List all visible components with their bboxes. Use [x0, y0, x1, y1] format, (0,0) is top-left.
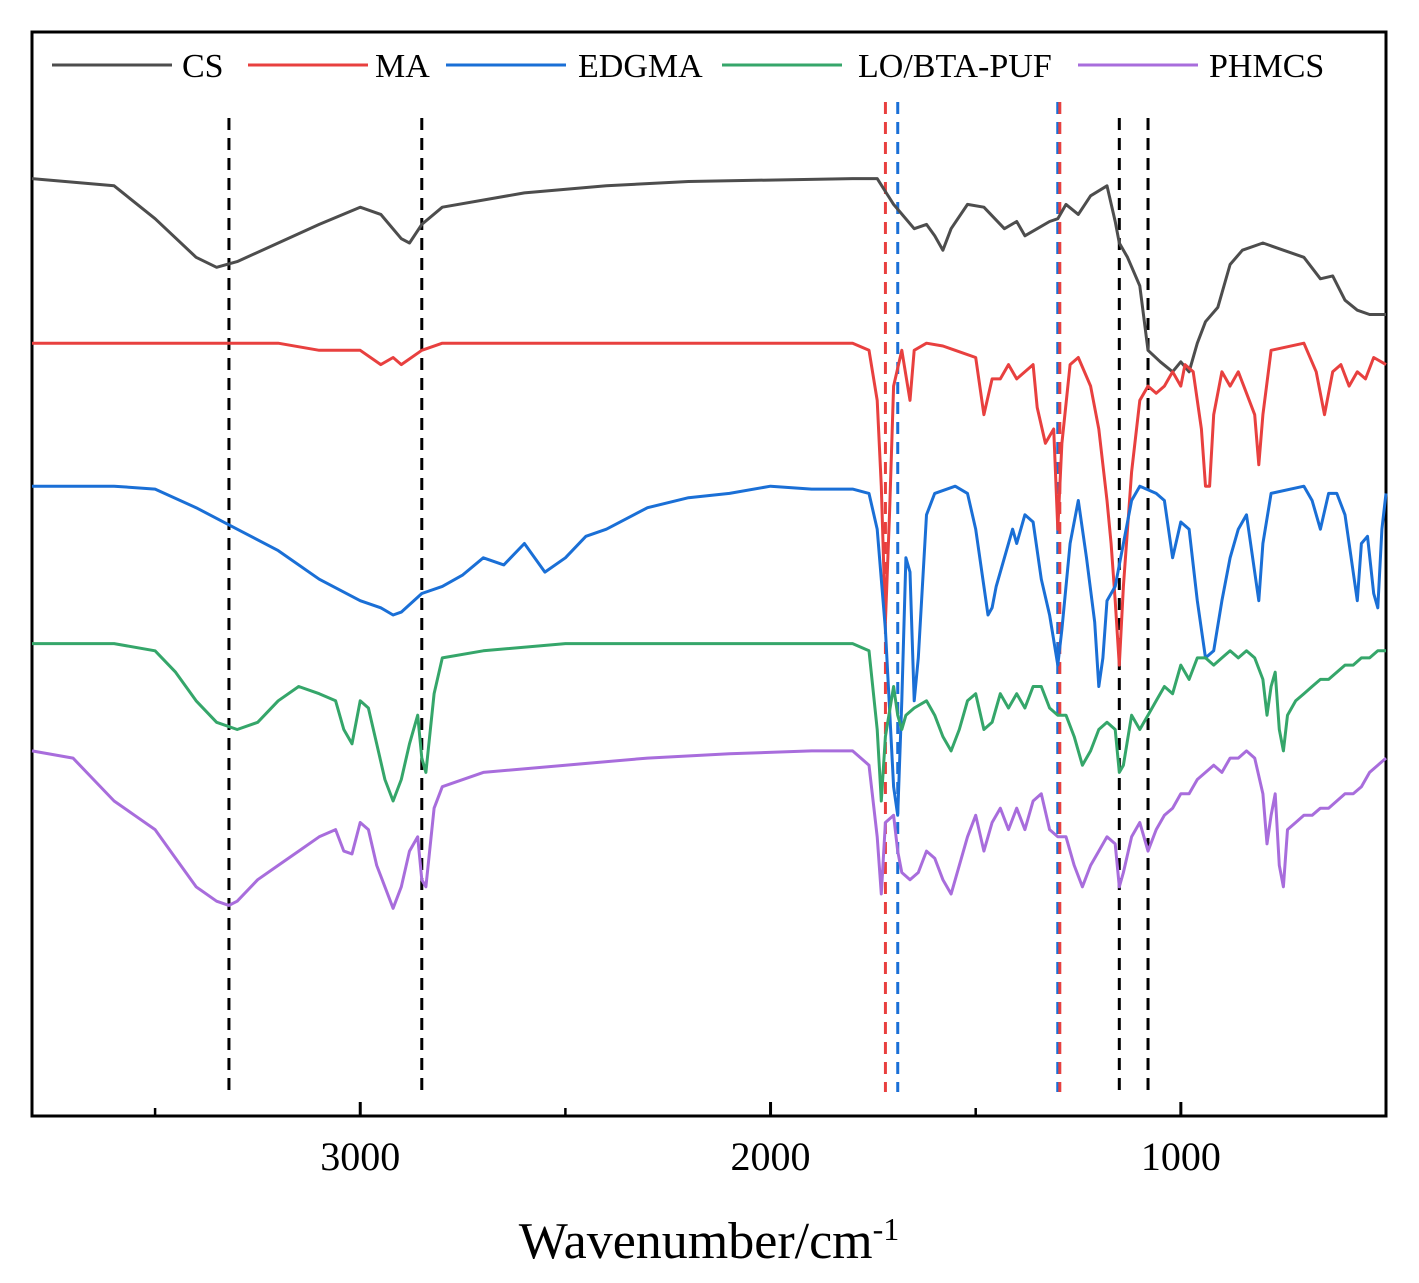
x-tick-label: 2000 [731, 1134, 811, 1179]
plot-frame [30, 30, 1388, 1118]
x-axis: 3000 2000 1000 [153, 1102, 1221, 1179]
x-tick-label: 3000 [320, 1134, 400, 1179]
series-line-edgma [32, 484, 1388, 817]
legend-label: PHMCS [1209, 48, 1324, 85]
series-line-lo-bta-puf [32, 642, 1386, 803]
plot-border [30, 30, 1388, 1118]
x-tick-label: 1000 [1141, 1134, 1221, 1179]
series-line-cs [31, 177, 1386, 374]
series-line-phmcs [31, 749, 1387, 910]
x-axis-title: Wavenumber/cm-1 [519, 1211, 900, 1270]
legend-label: CS [182, 48, 224, 85]
legend-label: EDGMA [578, 48, 703, 85]
x-axis-title-superscript: -1 [873, 1211, 900, 1247]
legend: CS MA EDGMA LO/BTA-PUF PHMCS [52, 48, 1324, 85]
reference-lines [227, 102, 1150, 1092]
legend-label: MA [375, 48, 430, 85]
series-group [31, 177, 1388, 910]
series-line-ma [32, 341, 1387, 667]
x-axis-title-text: Wavenumber/cm [519, 1213, 873, 1270]
legend-label: LO/BTA-PUF [858, 48, 1052, 85]
